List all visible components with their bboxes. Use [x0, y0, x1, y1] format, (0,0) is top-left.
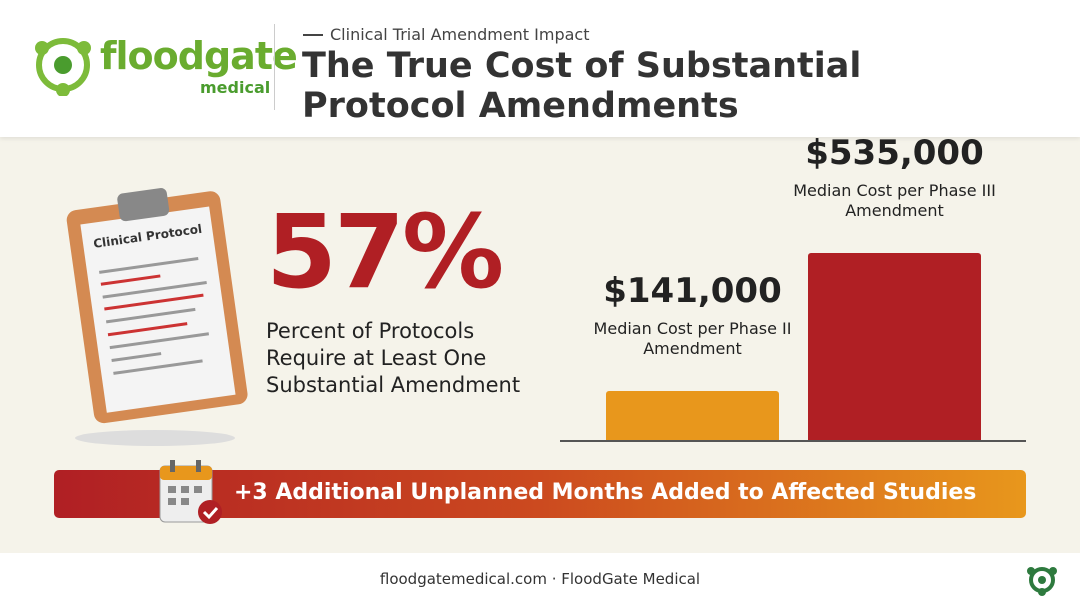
banner: +3 Additional Unplanned Months Added to …	[54, 470, 1026, 518]
calendar-icon	[159, 460, 222, 524]
baseline	[560, 440, 1026, 442]
bar	[808, 253, 981, 440]
kicker: Clinical Trial Amendment Impact	[330, 25, 590, 44]
value-label: $535,000	[805, 133, 984, 173]
stat-value: 57%	[266, 193, 504, 312]
divider	[274, 24, 275, 110]
bar	[606, 390, 779, 440]
header: floodgate medical Clinical Trial Amendme…	[0, 0, 1080, 137]
footer: floodgatemedical.com · FloodGate Medical	[0, 553, 1080, 603]
brand: floodgate	[100, 34, 298, 78]
bar-chart: Median Cost per Phase II Amendment $141,0…	[560, 133, 1030, 450]
value-label: $141,000	[603, 270, 782, 311]
stat-caption: Percent of Protocols Require at Least On…	[266, 319, 521, 397]
footer-logo	[1027, 567, 1057, 596]
category-label: Median Cost per Phase III Amendment	[793, 181, 996, 220]
brand-sub: medical	[200, 78, 271, 97]
banner-text: +3 Additional Unplanned Months Added to …	[234, 480, 977, 505]
kicker-dash	[303, 34, 323, 36]
title: The True Cost of Substantial Protocol Am…	[302, 46, 862, 126]
clipboard: Clinical Protocol	[66, 188, 248, 446]
logo-icon	[35, 38, 91, 96]
footer-text: floodgatemedical.com · FloodGate Medical	[379, 570, 701, 588]
category-label: Median Cost per Phase II Amendment	[593, 318, 792, 358]
